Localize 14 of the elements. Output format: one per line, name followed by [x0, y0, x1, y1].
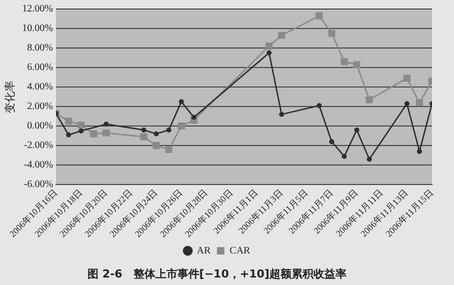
y-tick-label: 12.00% [22, 4, 54, 15]
y-tick-label: -4.00% [24, 160, 54, 171]
y-tick-label: 6.00% [27, 62, 54, 74]
text: 图 2-6 整体上市事件[−10，+10]超额累积收益率 [88, 267, 346, 280]
y-tick-label: 8.00% [27, 42, 54, 54]
y-tick-label: 10.00% [22, 23, 54, 34]
y-axis-title: 变化率 [3, 80, 16, 114]
y-tick-label: -2.00% [24, 140, 54, 152]
legend-label: AR [196, 245, 211, 256]
y-tick-label: 2.00% [27, 101, 54, 112]
y-tick-label: 0.00% [27, 120, 54, 132]
y-tick-label: -6.00% [24, 179, 54, 190]
legend-label: CAR [230, 245, 251, 256]
y-tick-label: 4.00% [27, 82, 54, 93]
